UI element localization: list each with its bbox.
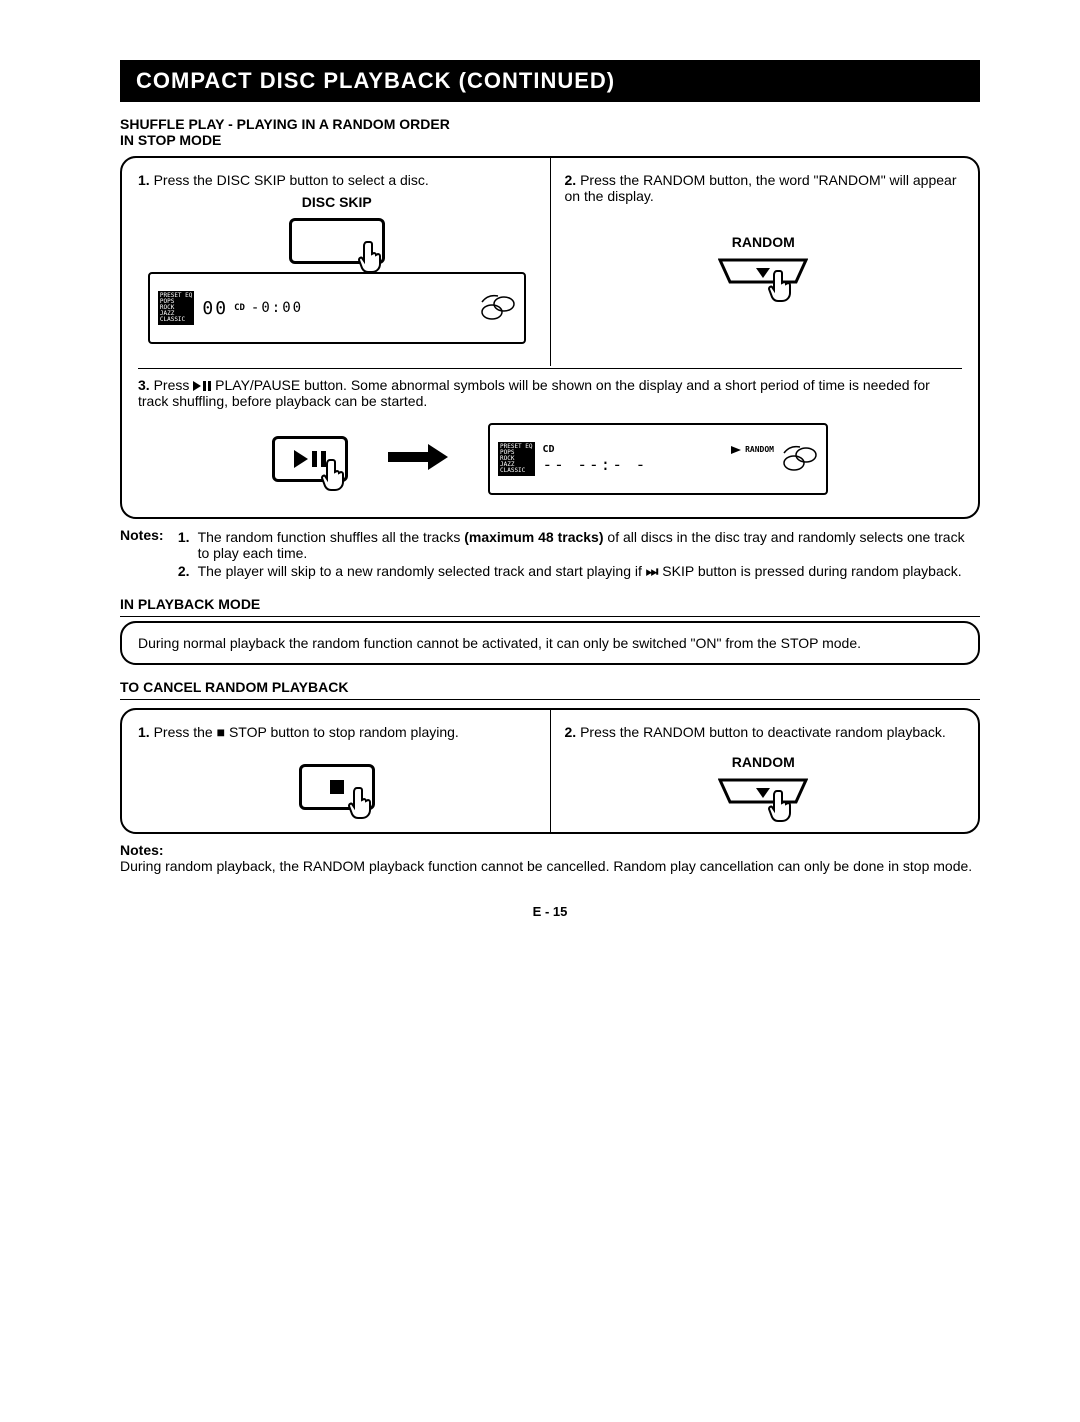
hand-icon-2 [766, 267, 798, 312]
random-button-illus [718, 258, 808, 284]
step1-col: 1. Press the DISC SKIP button to select … [138, 172, 536, 352]
note2-post: SKIP button is pressed during random pla… [662, 563, 961, 579]
shuffle-heading: SHUFFLE PLAY - PLAYING IN A RANDOM ORDER… [120, 116, 980, 148]
stop-icon [330, 780, 344, 794]
cancel-box: 1. Press the ■ STOP button to stop rando… [120, 708, 980, 834]
step2-num: 2. [565, 172, 577, 188]
skip-fwd-icon: ⏭ [646, 563, 659, 579]
notes2-label: Notes: [120, 842, 980, 858]
shuffle-heading-line1: SHUFFLE PLAY - PLAYING IN A RANDOM ORDER [120, 116, 450, 132]
step3-text: 3. Press PLAY/PAUSE button. Some abnorma… [138, 377, 962, 409]
random-indicator: RANDOM [745, 445, 774, 454]
stop-button-illus [299, 764, 375, 810]
cancel-step2-body: Press the RANDOM button to deactivate ra… [580, 724, 946, 740]
playback-mode-title: IN PLAYBACK MODE [120, 596, 980, 612]
display-time-1: -0:00 [251, 300, 303, 316]
play-indicator-icon [731, 446, 741, 454]
note1-pre: The random function shuffles all the tra… [198, 529, 465, 545]
playback-mode-box: During normal playback the random functi… [120, 621, 980, 665]
step2-body: Press the RANDOM button, the word "RANDO… [565, 172, 957, 204]
note2-body: The player will skip to a new randomly s… [198, 563, 980, 580]
step1-text: 1. Press the DISC SKIP button to select … [138, 172, 536, 188]
step1-num: 1. [138, 172, 150, 188]
cancel-title: TO CANCEL RANDOM PLAYBACK [120, 679, 980, 695]
disc-spinner-icon-2 [782, 443, 818, 476]
step2-col: 2. Press the RANDOM button, the word "RA… [565, 172, 963, 352]
hand-icon-3 [319, 456, 351, 501]
step1-body: Press the DISC SKIP button to select a d… [154, 172, 429, 188]
note2-pre: The player will skip to a new randomly s… [198, 563, 646, 579]
display-digits-1: 00 [202, 298, 228, 319]
cancel-step1-text: 1. Press the ■ STOP button to stop rando… [138, 724, 536, 740]
vertical-divider-2 [550, 710, 551, 832]
play-pause-button-illus [272, 436, 348, 482]
cancel-step2: 2. Press the RANDOM button to deactivate… [565, 724, 963, 818]
display-panel-1: PRESET EQ POPS ROCK JAZZ CLASSIC 00 CD -… [148, 272, 526, 344]
step2-text: 2. Press the RANDOM button, the word "RA… [565, 172, 963, 204]
note1-bold: (maximum 48 tracks) [464, 529, 603, 545]
eq-block-1: PRESET EQ POPS ROCK JAZZ CLASSIC [158, 291, 195, 325]
hand-icon-5 [766, 787, 798, 832]
random-label: RANDOM [565, 234, 963, 250]
cancel-step2-text: 2. Press the RANDOM button to deactivate… [565, 724, 963, 740]
random-button-illus-2 [718, 778, 808, 804]
play-icon-inline [193, 381, 201, 391]
divider-3 [120, 699, 980, 700]
cancel-step1-body: Press the ■ STOP button to stop random p… [154, 724, 459, 740]
note2-row: 2. The player will skip to a new randoml… [166, 563, 980, 580]
eq-block-2: PRESET EQ POPS ROCK JAZZ CLASSIC [498, 442, 535, 476]
cancel-step1: 1. Press the ■ STOP button to stop rando… [138, 724, 536, 818]
note1-idx: 1. [166, 529, 190, 561]
steps-1-2-box: 1. Press the DISC SKIP button to select … [120, 156, 980, 519]
display-time-2: -- --:- - [543, 455, 774, 474]
note1-row: 1. The random function shuffles all the … [166, 529, 980, 561]
random-label-2: RANDOM [565, 754, 963, 770]
divider-2 [120, 616, 980, 617]
step3-body-post: PLAY/PAUSE button. Some abnormal symbols… [138, 377, 930, 409]
hand-icon [356, 238, 388, 283]
step3-num: 3. [138, 377, 150, 393]
hand-icon-4 [346, 784, 378, 829]
step3-body-pre: Press [154, 377, 194, 393]
display-panel-2: PRESET EQ POPS ROCK JAZZ CLASSIC CD RAND… [488, 423, 828, 495]
display-mode-2: CD [543, 444, 555, 455]
disc-skip-button-illus [289, 218, 385, 264]
pause-icon-inline [203, 381, 211, 391]
vertical-divider-1 [550, 158, 551, 366]
notes1-label: Notes: [120, 527, 164, 543]
note2-idx: 2. [166, 563, 190, 580]
disc-skip-label: DISC SKIP [138, 194, 536, 210]
page-footer: E - 15 [120, 904, 980, 919]
play-icon [294, 450, 308, 468]
cancel-step2-num: 2. [565, 724, 577, 740]
note1-body: The random function shuffles all the tra… [198, 529, 980, 561]
display-mode-1: CD [234, 303, 245, 313]
section-header: COMPACT DISC PLAYBACK (CONTINUED) [120, 60, 980, 102]
disc-spinner-icon-1 [480, 292, 516, 325]
shuffle-heading-line2: IN STOP MODE [120, 132, 221, 148]
arrow-right-icon [388, 437, 448, 482]
horizontal-divider [138, 368, 962, 369]
cancel-step1-num: 1. [138, 724, 150, 740]
notes2-body: During random playback, the RANDOM playb… [120, 858, 980, 874]
